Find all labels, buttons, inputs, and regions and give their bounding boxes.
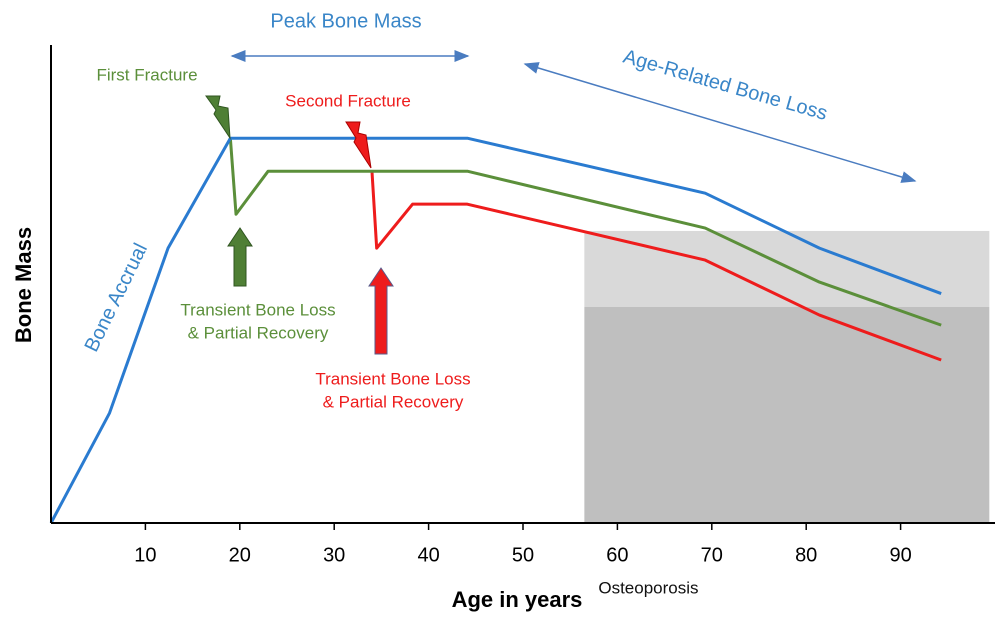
x-tick-label: 60 <box>606 544 628 566</box>
line <box>370 171 942 362</box>
lightning <box>205 95 231 140</box>
annotation: & Partial Recovery <box>323 392 464 411</box>
annotation: Peak Bone Mass <box>270 10 421 32</box>
annotation: Transient Bone Loss <box>315 369 470 388</box>
loss-arrow <box>523 62 917 183</box>
x-tick-label: 50 <box>512 544 534 566</box>
line <box>228 138 942 327</box>
annotation: Transient Bone Loss <box>180 300 335 319</box>
annotation: Second Fracture <box>285 91 411 110</box>
lightning <box>345 121 372 169</box>
annotation: First Fracture <box>96 65 197 84</box>
up-arrow <box>368 267 394 355</box>
x-tick-label: 20 <box>229 544 251 566</box>
up-arrow <box>227 227 253 287</box>
region <box>584 306 990 523</box>
x-tick-label: 40 <box>417 544 439 566</box>
y-axis-title: Bone Mass <box>11 227 36 343</box>
x-axis-title: Age in years <box>452 587 583 612</box>
x-tick-label: 80 <box>795 544 817 566</box>
line <box>49 136 942 524</box>
annotation: Bone Accrual <box>81 240 152 356</box>
region <box>584 230 990 307</box>
region-label: Osteoporosis <box>598 578 698 597</box>
x-tick-label: 70 <box>701 544 723 566</box>
annotation: & Partial Recovery <box>188 323 329 342</box>
annotation: Age-Related Bone Loss <box>621 46 830 125</box>
x-tick-label: 90 <box>889 544 911 566</box>
x-tick-label: 30 <box>323 544 345 566</box>
x-tick-label: 10 <box>134 544 156 566</box>
